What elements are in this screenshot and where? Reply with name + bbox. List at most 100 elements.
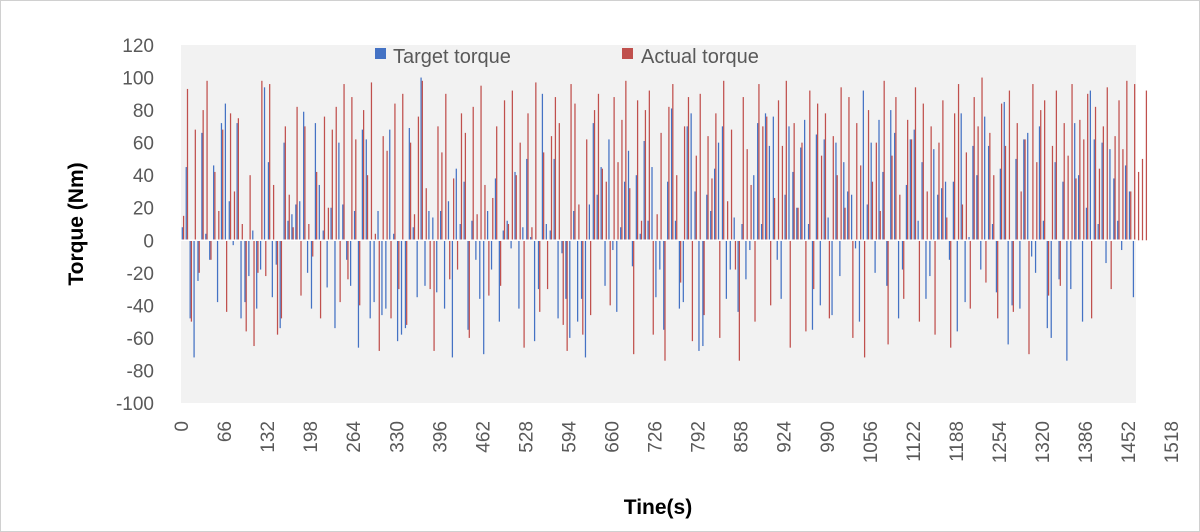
actual-torque-bar [210,240,212,260]
target-torque-bar [659,240,661,270]
target-torque-bar [1015,158,1017,241]
actual-torque-bar [460,113,463,241]
target-torque-bar [980,240,982,270]
actual-torque-bar [280,240,283,319]
actual-torque-bar [613,97,615,241]
actual-torque-bar [394,103,396,241]
target-torque-bar [1066,240,1068,361]
actual-torque-bar [182,215,185,241]
actual-torque-bar [1106,87,1108,241]
target-torque-bar [181,227,183,241]
target-torque-bar [471,220,473,241]
actual-torque-bar [1134,84,1136,241]
actual-torque-bar [668,106,670,241]
actual-torque-bar [950,240,952,348]
actual-torque-bar [766,116,768,241]
target-torque-bar [580,240,583,299]
target-torque-bar [1070,240,1072,290]
actual-torque-bar [957,84,960,241]
x-tick-label: 1188 [947,421,968,462]
actual-torque-bar [453,178,455,241]
target-torque-bar [459,224,461,241]
y-tick-label: 20 [133,199,154,220]
actual-torque-bar [319,240,322,319]
actual-torque-bar [656,214,658,241]
target-torque-bar [1113,178,1115,241]
target-torque-bar [1128,191,1131,241]
target-torque-bar [259,240,262,270]
actual-torque-bar [965,152,967,241]
actual-torque-bar [1102,126,1104,241]
actual-torque-bar [233,191,236,241]
actual-torque-bar [1012,240,1014,312]
target-torque-bar [612,240,614,251]
target-torque-bar [533,240,536,342]
actual-torque-bar [895,97,897,241]
target-torque-bar [698,240,700,351]
target-torque-bar [185,167,187,241]
legend-swatch-target [375,48,386,59]
target-torque-bar [995,240,998,293]
target-torque-bar [972,145,974,241]
actual-torque-bar [327,207,330,241]
target-torque-bar [530,237,532,241]
target-torque-bar [479,240,481,299]
target-torque-bar [1042,220,1045,241]
target-torque-bar [878,119,880,241]
target-torque-bar [890,110,892,241]
actual-torque-bar [343,84,345,241]
target-torque-bar [569,240,571,338]
actual-torque-bar [860,165,862,241]
target-torque-bar [1097,224,1099,241]
target-torque-bar [224,103,227,241]
actual-torque-bar [316,171,318,241]
actual-torque-bar [597,93,600,241]
actual-torque-bar [1032,84,1034,241]
target-torque-bar [600,167,602,241]
actual-torque-bar [985,240,987,283]
x-tick-label: 660 [603,421,624,453]
actual-torque-bar [578,204,580,241]
target-torque-bar [835,142,837,241]
target-torque-bar [804,119,806,241]
target-torque-bar [807,224,810,241]
actual-torque-bar [1118,100,1120,241]
actual-torque-bar [331,129,333,241]
actual-torque-bar [1094,106,1097,241]
target-torque-bar [1085,207,1088,241]
target-torque-bar [353,210,356,241]
actual-torque-bar [511,90,513,241]
target-torque-bar [303,111,305,241]
target-torque-bar [334,240,336,329]
target-torque-bar [451,240,454,358]
target-torque-bar [318,184,320,241]
actual-torque-bar [871,181,874,241]
actual-torque-bar [1087,93,1089,241]
actual-torque-bar [413,214,416,241]
target-torque-bar [1124,165,1127,241]
target-torque-bar [1003,101,1005,241]
target-torque-bar [694,191,696,241]
actual-torque-bar [1071,84,1073,241]
actual-torque-bar [449,240,451,280]
target-torque-bar [275,240,277,265]
legend: Target torque Actual torque [375,46,759,68]
target-torque-bar [514,171,516,241]
actual-torque-bar [1090,240,1093,319]
actual-torque-bar [488,240,490,296]
actual-torque-bar [817,103,819,241]
actual-torque-bar [335,106,337,241]
target-torque-bar [870,142,872,241]
target-torque-bar [635,175,637,241]
actual-torque-bar [1083,139,1085,241]
actual-torque-bar [773,197,776,241]
actual-torque-bar [946,217,948,241]
actual-torque-bar [676,175,678,241]
actual-torque-bar [942,100,944,241]
actual-torque-bar [190,240,193,322]
actual-torque-bar [977,126,979,241]
x-tick-label: 132 [258,421,279,453]
target-torque-bar [702,240,704,347]
target-torque-bar [984,116,986,241]
actual-torque-bar [1079,119,1081,241]
